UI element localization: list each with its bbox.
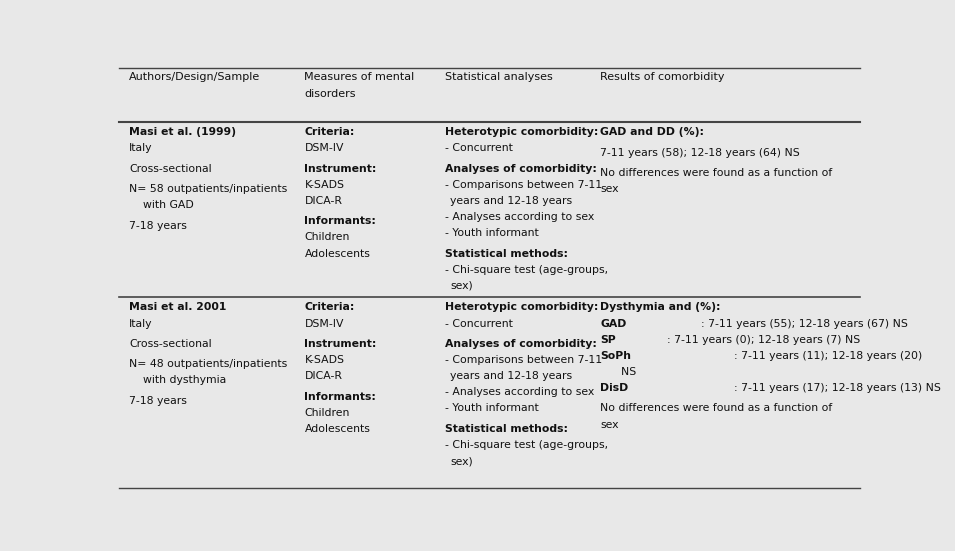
Text: years and 12-18 years: years and 12-18 years [450, 371, 572, 381]
Text: Cross-sectional: Cross-sectional [129, 164, 212, 174]
Text: Informants:: Informants: [305, 392, 376, 402]
Text: K-SADS: K-SADS [305, 180, 345, 190]
Text: Informants:: Informants: [305, 217, 376, 226]
Text: - Chi-square test (age-groups,: - Chi-square test (age-groups, [445, 264, 608, 275]
Text: 7-18 years: 7-18 years [129, 396, 187, 406]
Text: NS: NS [601, 367, 637, 377]
Text: with GAD: with GAD [129, 200, 194, 210]
Text: Analyses of comorbidity:: Analyses of comorbidity: [445, 339, 597, 349]
Text: SoPh: SoPh [601, 351, 631, 361]
Text: sex): sex) [450, 456, 473, 466]
Text: - Youth informant: - Youth informant [445, 403, 539, 413]
Text: Children: Children [305, 408, 350, 418]
Text: Dysthymia and (%):: Dysthymia and (%): [601, 302, 721, 312]
Text: - Analyses according to sex: - Analyses according to sex [445, 387, 594, 397]
Text: DSM-IV: DSM-IV [305, 143, 344, 153]
Text: Statistical methods:: Statistical methods: [445, 249, 568, 258]
Text: DisD: DisD [601, 383, 628, 393]
Text: sex: sex [601, 419, 619, 430]
Text: with dysthymia: with dysthymia [129, 375, 226, 385]
Text: K-SADS: K-SADS [305, 355, 345, 365]
Text: Adolescents: Adolescents [305, 424, 371, 434]
Text: : 7-11 years (55); 12-18 years (67) NS: : 7-11 years (55); 12-18 years (67) NS [701, 318, 908, 328]
Text: Heterotypic comorbidity:: Heterotypic comorbidity: [445, 302, 599, 312]
Text: : 7-11 years (17); 12-18 years (13) NS: : 7-11 years (17); 12-18 years (13) NS [734, 383, 942, 393]
Text: Heterotypic comorbidity:: Heterotypic comorbidity: [445, 127, 599, 137]
Text: - Chi-square test (age-groups,: - Chi-square test (age-groups, [445, 440, 608, 450]
Text: GAD and DD (%):: GAD and DD (%): [601, 127, 705, 137]
Text: - Youth informant: - Youth informant [445, 228, 539, 238]
Text: Authors/Design/Sample: Authors/Design/Sample [129, 73, 261, 83]
Text: Italy: Italy [129, 143, 153, 153]
Text: Adolescents: Adolescents [305, 249, 371, 258]
Text: - Concurrent: - Concurrent [445, 143, 513, 153]
Text: - Analyses according to sex: - Analyses according to sex [445, 212, 594, 222]
Text: sex: sex [601, 184, 619, 194]
Text: DICA-R: DICA-R [305, 196, 343, 206]
Text: Measures of mental: Measures of mental [305, 73, 414, 83]
Text: SP: SP [601, 334, 616, 345]
Text: : 7-11 years (0); 12-18 years (7) NS: : 7-11 years (0); 12-18 years (7) NS [668, 334, 860, 345]
Text: - Comparisons between 7-11: - Comparisons between 7-11 [445, 180, 603, 190]
Text: Statistical methods:: Statistical methods: [445, 424, 568, 434]
Text: Masi et al. 2001: Masi et al. 2001 [129, 302, 226, 312]
Text: - Comparisons between 7-11: - Comparisons between 7-11 [445, 355, 603, 365]
Text: No differences were found as a function of: No differences were found as a function … [601, 168, 833, 178]
Text: Analyses of comorbidity:: Analyses of comorbidity: [445, 164, 597, 174]
Text: Masi et al. (1999): Masi et al. (1999) [129, 127, 236, 137]
Text: GAD: GAD [601, 318, 626, 328]
Text: : 7-11 years (11); 12-18 years (20): : 7-11 years (11); 12-18 years (20) [734, 351, 923, 361]
Text: DSM-IV: DSM-IV [305, 318, 344, 328]
Text: - Concurrent: - Concurrent [445, 318, 513, 328]
Text: 7-11 years (58); 12-18 years (64) NS: 7-11 years (58); 12-18 years (64) NS [601, 148, 800, 158]
Text: 7-18 years: 7-18 years [129, 220, 187, 230]
Text: Children: Children [305, 233, 350, 242]
Text: DICA-R: DICA-R [305, 371, 343, 381]
Text: N= 48 outpatients/inpatients: N= 48 outpatients/inpatients [129, 359, 287, 369]
Text: disorders: disorders [305, 89, 356, 99]
Text: Italy: Italy [129, 318, 153, 328]
Text: Instrument:: Instrument: [305, 339, 377, 349]
Text: Statistical analyses: Statistical analyses [445, 73, 553, 83]
Text: years and 12-18 years: years and 12-18 years [450, 196, 572, 206]
Text: Criteria:: Criteria: [305, 302, 354, 312]
Text: N= 58 outpatients/inpatients: N= 58 outpatients/inpatients [129, 184, 287, 194]
Text: No differences were found as a function of: No differences were found as a function … [601, 403, 833, 413]
Text: sex): sex) [450, 281, 473, 291]
Text: Results of comorbidity: Results of comorbidity [601, 73, 725, 83]
Text: Cross-sectional: Cross-sectional [129, 339, 212, 349]
Text: Criteria:: Criteria: [305, 127, 354, 137]
Text: Instrument:: Instrument: [305, 164, 377, 174]
